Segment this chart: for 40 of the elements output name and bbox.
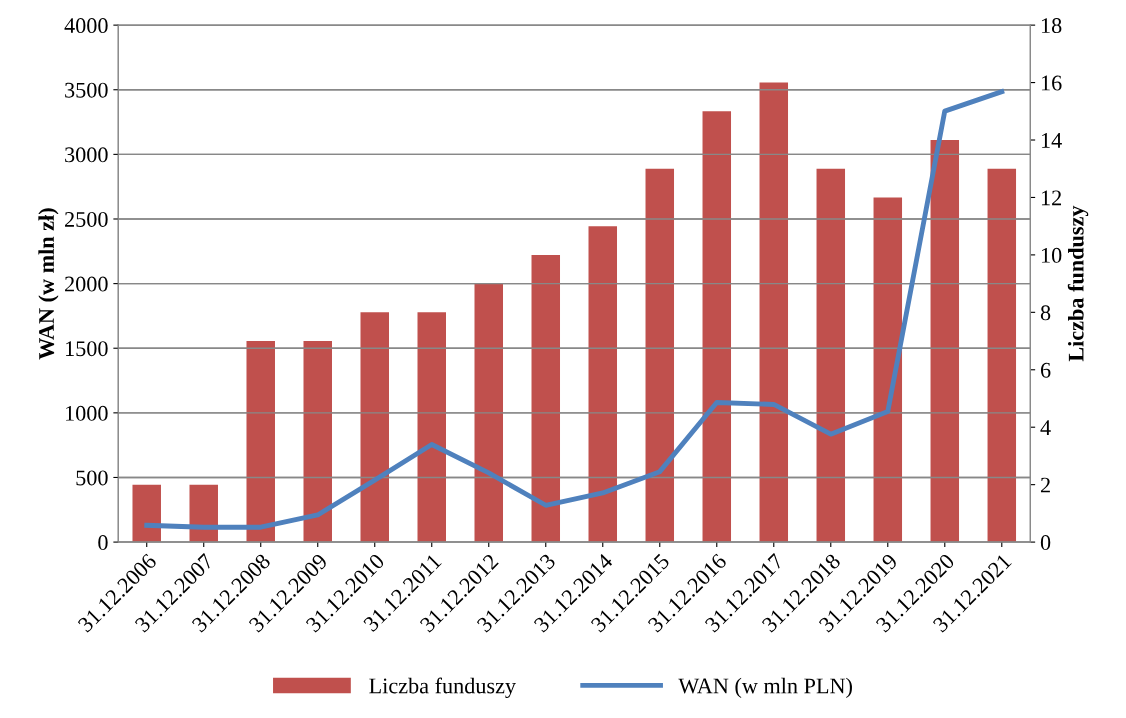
- bar: [759, 82, 789, 543]
- bar: [987, 168, 1017, 543]
- y-tick-label: 500: [76, 470, 108, 486]
- bar: [360, 312, 389, 543]
- y2-axis-title: Liczba funduszy: [1067, 205, 1089, 362]
- y-tick-label: 3000: [65, 147, 108, 163]
- legend-label: WAN (w mln PLN): [678, 677, 852, 698]
- line-series: [144, 89, 1005, 530]
- bar: [645, 168, 675, 543]
- bar: [702, 111, 732, 543]
- y2-tick-label: 6: [1040, 362, 1051, 378]
- y2-tick-label: 10: [1041, 247, 1062, 263]
- y2-tick-label: 16: [1041, 75, 1062, 91]
- y2-tick-label: 18: [1041, 18, 1062, 34]
- bar: [588, 226, 618, 543]
- y-tick-label: 0: [98, 535, 108, 551]
- bar: [474, 283, 504, 543]
- y2-tick-label: 0: [1040, 535, 1051, 551]
- y-axis-title: WAN (w mln zł): [38, 208, 59, 360]
- y2-tick-label: 2: [1040, 477, 1050, 493]
- bar: [417, 312, 446, 543]
- y-tick-label: 4000: [64, 18, 108, 34]
- bar: [531, 254, 561, 543]
- y-tick-label: 2000: [65, 276, 108, 292]
- bar: [189, 484, 218, 543]
- y-tick-label: 1000: [66, 405, 108, 421]
- y2-tick-label: 4: [1040, 420, 1051, 435]
- y2-tick-label: 8: [1040, 305, 1051, 321]
- bar: [930, 140, 960, 543]
- bar: [132, 484, 161, 543]
- y2-tick-label: 12: [1041, 190, 1062, 206]
- bar: [246, 341, 275, 543]
- legend-label: Liczba funduszy: [369, 677, 516, 698]
- y-tick-label: 1500: [66, 341, 108, 357]
- y-tick-label: 2500: [65, 211, 108, 227]
- bar: [873, 197, 903, 543]
- bar: [303, 341, 332, 543]
- y2-tick-label: 14: [1041, 133, 1062, 148]
- bar: [816, 168, 846, 543]
- y-tick-label: 3500: [65, 82, 108, 98]
